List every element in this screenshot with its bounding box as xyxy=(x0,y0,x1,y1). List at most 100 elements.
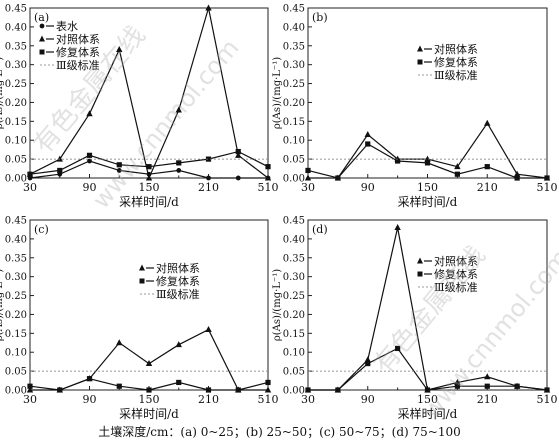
y-tick-label: 0.40 xyxy=(283,234,305,245)
data-point-square xyxy=(335,387,341,393)
y-tick-label: 0.15 xyxy=(5,329,27,340)
y-tick-label: 0.30 xyxy=(5,272,27,283)
legend-marker xyxy=(417,59,423,65)
data-point-triangle xyxy=(145,360,153,367)
y-tick-label: 0.35 xyxy=(283,253,305,264)
x-axis-label: 采样时间/d xyxy=(398,194,458,209)
legend-label: 修复体系 xyxy=(56,45,100,59)
data-point-square xyxy=(57,387,63,393)
data-point-square xyxy=(205,156,212,162)
panel-label: (c) xyxy=(34,223,49,236)
y-tick-label: 0.25 xyxy=(5,79,27,90)
data-point-square xyxy=(176,379,182,386)
x-tick-label: 30 xyxy=(301,393,315,406)
data-point-square xyxy=(265,164,271,170)
legend-label: Ⅲ级标准 xyxy=(434,68,478,82)
y-tick-label: 0.40 xyxy=(5,234,27,245)
data-point-square xyxy=(484,164,490,170)
y-tick-label: 0.25 xyxy=(283,291,305,302)
data-point-square xyxy=(86,376,93,382)
x-tick-label: 30 xyxy=(301,181,315,194)
data-point-triangle xyxy=(145,174,153,181)
data-point-dot xyxy=(235,175,241,181)
y-tick-label: 0.35 xyxy=(283,41,305,52)
data-point-square xyxy=(544,387,550,393)
data-point-triangle xyxy=(264,386,272,393)
x-tick-label: 150 xyxy=(139,393,160,406)
data-point-square xyxy=(205,387,212,393)
y-tick-label: 0.45 xyxy=(283,4,305,15)
series-line-1 xyxy=(30,328,268,391)
panel-label: (a) xyxy=(34,11,49,24)
legend-marker xyxy=(39,23,45,29)
legend-marker xyxy=(39,49,45,55)
data-point-square xyxy=(305,387,311,393)
y-tick-label: 0.30 xyxy=(5,60,27,71)
data-point-dot xyxy=(87,158,92,164)
data-point-triangle xyxy=(86,110,93,117)
data-point-square xyxy=(86,152,93,158)
y-tick-label: 0.30 xyxy=(283,272,305,283)
figure-caption: 土壤深度/cm：(a) 0~25；(b) 25~50；(c) 50~75；(d)… xyxy=(98,425,461,439)
y-tick-label: 0.35 xyxy=(5,253,27,264)
y-tick-label: 0.30 xyxy=(283,60,305,71)
data-point-dot xyxy=(116,168,122,173)
legend-label: 对照体系 xyxy=(156,261,200,275)
data-point-dot xyxy=(206,175,211,181)
legend-marker xyxy=(417,271,423,277)
data-point-square xyxy=(235,148,241,155)
chart-panel-2: 30 90 150 210 510 0.00 0.05 0.10 0.15 0.20 0.25 0.3… xyxy=(272,4,558,210)
data-point-square xyxy=(514,175,520,181)
x-tick-label: 30 xyxy=(23,181,37,194)
data-point-square xyxy=(146,164,152,170)
y-tick-label: 0.20 xyxy=(5,98,27,109)
data-point-square xyxy=(265,379,271,386)
y-axis-label: ρ(As)/(mg·L⁻¹) xyxy=(272,269,283,341)
data-point-square xyxy=(305,167,311,174)
x-axis-label: 采样时间/d xyxy=(119,194,179,209)
plot-frame xyxy=(307,219,548,391)
data-point-square xyxy=(365,141,371,147)
y-tick-label: 0.40 xyxy=(5,22,27,33)
data-point-triangle xyxy=(424,155,431,162)
panel-label: (b) xyxy=(312,11,328,24)
series-line-1 xyxy=(308,227,548,391)
data-point-triangle xyxy=(56,155,63,162)
x-tick-label: 150 xyxy=(417,393,438,406)
y-tick-label: 0.20 xyxy=(283,98,305,109)
data-point-triangle xyxy=(205,326,212,333)
data-point-dot xyxy=(176,168,182,173)
y-tick-label: 0.10 xyxy=(5,348,27,359)
plot-frame xyxy=(307,7,548,179)
x-tick-label: 30 xyxy=(23,393,37,406)
y-tick-label: 0.45 xyxy=(283,216,305,227)
panel-label: (d) xyxy=(312,223,328,236)
legend-label: Ⅲ级标准 xyxy=(156,287,200,301)
data-point-square xyxy=(146,387,152,393)
data-point-triangle xyxy=(454,163,461,170)
y-axis-label: ρ(As)/(mg·L⁻¹) xyxy=(0,269,5,341)
chart-panel-1: 30 90 150 210 510 0.00 0.05 0.10 0.15 0.20 0.25 0.3… xyxy=(0,4,279,210)
y-tick-label: 0.40 xyxy=(283,22,305,33)
data-point-triangle xyxy=(304,174,312,181)
data-point-triangle xyxy=(364,131,371,138)
data-point-square xyxy=(365,360,371,367)
data-point-triangle xyxy=(116,46,123,53)
y-tick-label: 0.00 xyxy=(283,386,305,397)
legend-marker xyxy=(139,264,145,271)
x-tick-label: 210 xyxy=(477,181,498,194)
data-point-triangle xyxy=(116,339,123,346)
legend-label: 修复体系 xyxy=(156,274,200,288)
x-tick-label: 210 xyxy=(477,393,498,406)
data-point-square xyxy=(235,387,241,393)
y-tick-label: 0.05 xyxy=(283,367,305,378)
data-point-triangle xyxy=(175,341,182,348)
legend-label: 对照体系 xyxy=(434,254,478,268)
data-point-square xyxy=(57,167,63,174)
data-point-triangle xyxy=(364,356,371,363)
y-tick-label: 0.05 xyxy=(283,155,305,166)
legend-label: 表水 xyxy=(56,19,78,33)
data-point-triangle xyxy=(235,151,242,158)
y-tick-label: 0.10 xyxy=(5,136,27,147)
data-point-triangle xyxy=(513,170,521,177)
